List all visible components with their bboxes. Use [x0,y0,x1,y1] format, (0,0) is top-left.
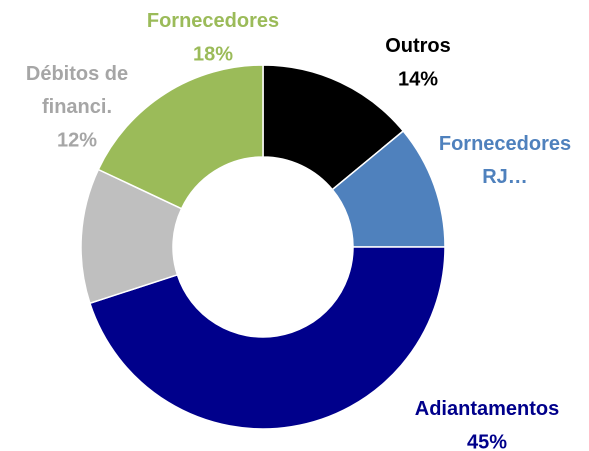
category-label: Fornecedores [147,10,279,32]
category-label: Débitos de financi. [26,63,128,118]
value-label: 14% [398,68,438,90]
donut-segment [97,64,264,210]
category-label: Outros [385,35,451,57]
value-label: 12% [57,129,97,151]
value-label: 45% [467,431,507,451]
category-label: Fornecedores RJ… [439,133,571,188]
donut-segment [88,246,446,430]
category-label: Adiantamentos [415,398,559,420]
value-label: 18% [193,43,233,65]
